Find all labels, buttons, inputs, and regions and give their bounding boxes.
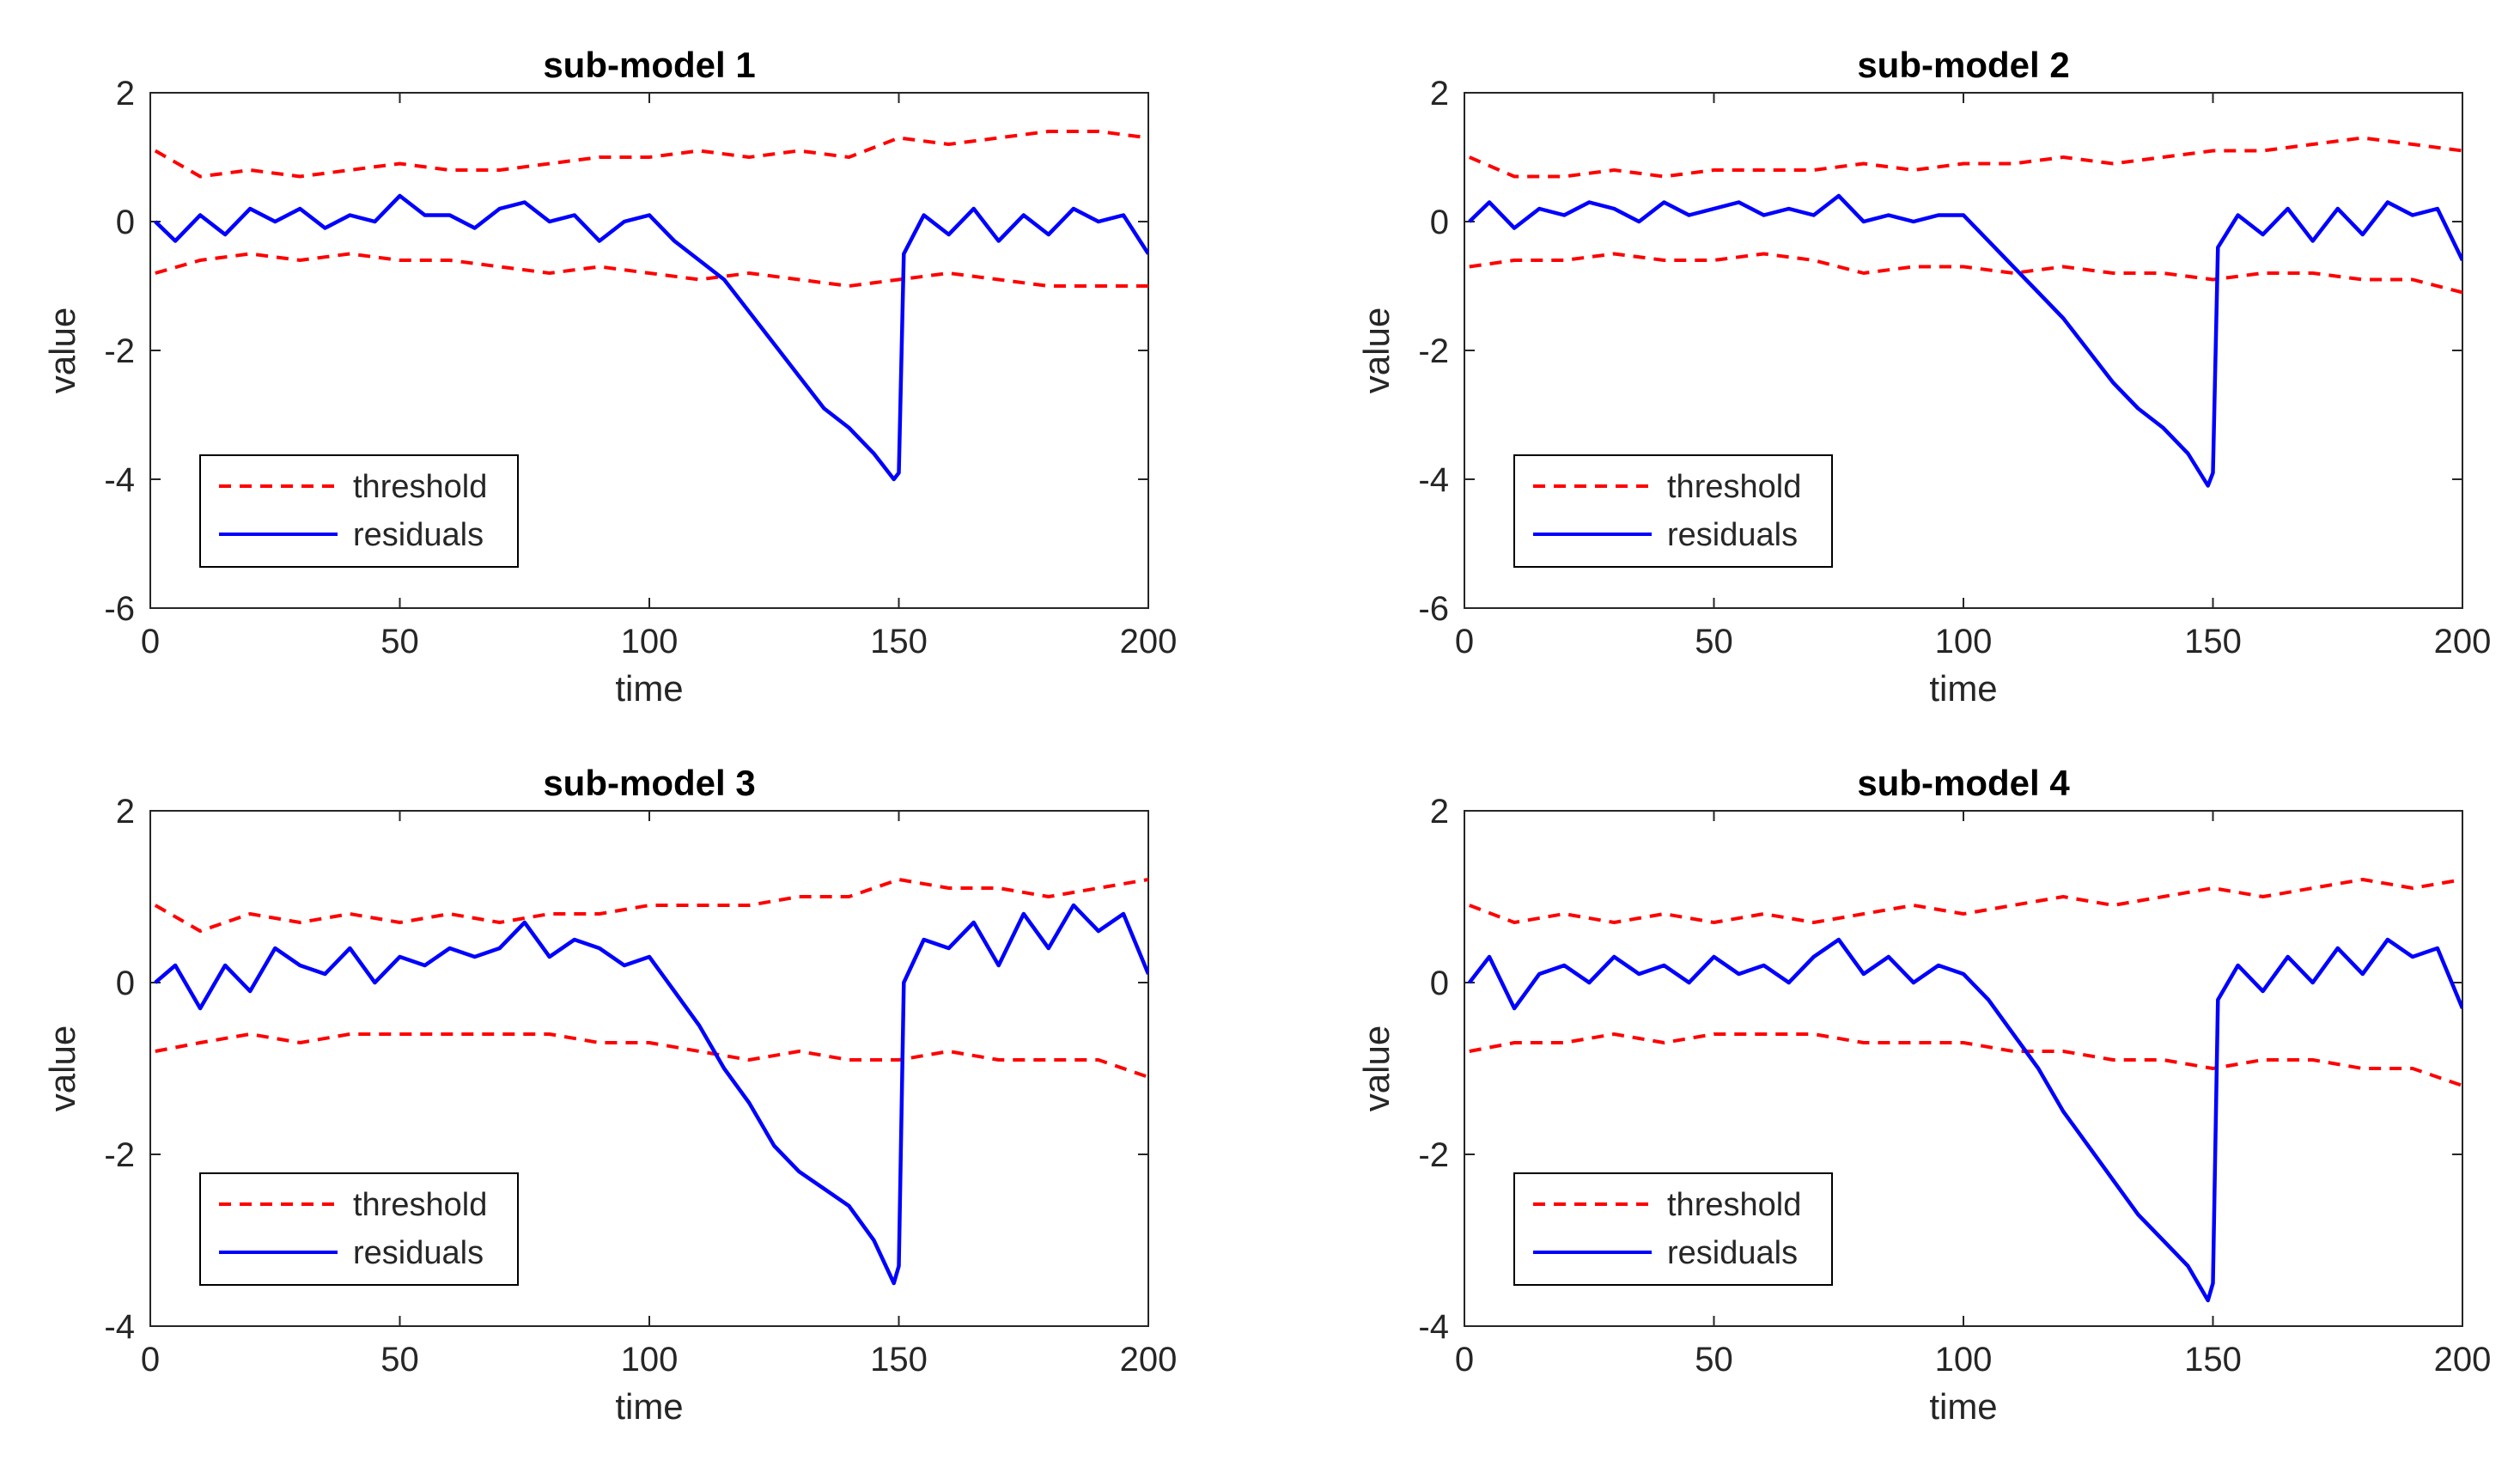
- y-tick-label: -4: [1418, 1308, 1449, 1346]
- x-tick-label: 200: [2434, 623, 2492, 660]
- y-tick-label: 2: [1430, 793, 1449, 831]
- residuals-legend-label: residuals: [353, 1235, 484, 1271]
- chart-title: sub-model 3: [543, 763, 755, 803]
- x-tick-label: 0: [141, 1341, 160, 1379]
- threshold-upper-line: [1469, 878, 2462, 924]
- threshold-lower-line: [155, 252, 1148, 288]
- threshold-upper-line: [1469, 136, 2462, 179]
- x-tick-label: 200: [1120, 1341, 1178, 1379]
- residuals-line: [1468, 193, 2462, 488]
- y-axis-label: value: [42, 307, 82, 393]
- y-axis-label: value: [1356, 307, 1397, 393]
- residuals-legend-label: residuals: [1667, 1235, 1798, 1271]
- y-tick-label: -4: [104, 461, 135, 499]
- y-tick-label: -2: [104, 1136, 135, 1174]
- residuals-legend-label: residuals: [1667, 517, 1798, 553]
- chart-title: sub-model 2: [1857, 45, 2069, 85]
- legend-box: [199, 1172, 519, 1286]
- y-tick-label: 2: [116, 75, 135, 113]
- residuals-line: [154, 193, 1148, 482]
- subplot-4: 0 50 100 150 200 -4 -2 0 2 sub-model 4 time value th…: [1356, 763, 2491, 1427]
- y-tick-label: -6: [1418, 590, 1449, 628]
- x-tick-label: 100: [621, 623, 679, 660]
- subplot-2: 0 50 100 150 200 -6 -4 -2 0 2 sub-model 2 time value…: [1356, 45, 2491, 709]
- legend: threshold residuals: [199, 1172, 519, 1286]
- y-tick-label: 2: [116, 793, 135, 831]
- residuals-legend-label: residuals: [353, 517, 484, 553]
- series-group: [1468, 136, 2462, 488]
- subplot-1: 0 50 100 150 200 -6 -4 -2 0 2 sub-model 1 time value…: [42, 45, 1177, 709]
- x-tick-label: 50: [380, 1341, 419, 1379]
- residuals-line: [154, 903, 1148, 1286]
- y-axis-label: value: [42, 1026, 82, 1111]
- legend: threshold residuals: [1513, 454, 1833, 568]
- x-tick-label: 0: [141, 623, 160, 660]
- series-group: [154, 130, 1148, 482]
- y-tick-label: -6: [104, 590, 135, 628]
- legend-box: [1513, 454, 1833, 568]
- legend-box: [1513, 1172, 1833, 1286]
- x-axis-label: time: [1929, 1386, 1997, 1427]
- y-tick-label: 2: [1430, 75, 1449, 113]
- threshold-lower-line: [1469, 252, 2462, 295]
- x-tick-label: 0: [1455, 1341, 1474, 1379]
- x-tick-label: 150: [2184, 623, 2242, 660]
- series-group: [154, 878, 1148, 1286]
- residuals-line: [1468, 937, 2462, 1303]
- x-tick-label: 100: [1935, 623, 1993, 660]
- chart-title: sub-model 1: [543, 45, 755, 85]
- legend: threshold residuals: [199, 454, 519, 568]
- y-tick-label: 0: [116, 965, 135, 1002]
- x-tick-label: 50: [1695, 623, 1733, 660]
- legend-box: [199, 454, 519, 568]
- chart-title: sub-model 4: [1857, 763, 2070, 803]
- y-tick-label: -4: [1418, 461, 1449, 499]
- subplot-3: 0 50 100 150 200 -4 -2 0 2 sub-model 3 time value th…: [42, 763, 1177, 1427]
- x-tick-label: 150: [870, 623, 928, 660]
- y-tick-label: -4: [104, 1308, 135, 1346]
- threshold-upper-line: [154, 130, 1148, 179]
- x-axis-label: time: [615, 1386, 683, 1427]
- x-axis-label: time: [615, 668, 683, 709]
- legend: threshold residuals: [1513, 1172, 1833, 1286]
- x-tick-label: 200: [1120, 623, 1178, 660]
- threshold-lower-line: [155, 1032, 1148, 1079]
- y-tick-label: -2: [104, 332, 135, 370]
- x-tick-label: 200: [2434, 1341, 2492, 1379]
- x-tick-label: 150: [870, 1341, 928, 1379]
- x-tick-label: 100: [621, 1341, 679, 1379]
- y-tick-label: 0: [116, 204, 135, 241]
- x-axis-label: time: [1929, 668, 1997, 709]
- series-group: [1468, 878, 2462, 1303]
- threshold-legend-label: threshold: [353, 1187, 487, 1223]
- threshold-legend-label: threshold: [353, 469, 487, 505]
- y-tick-label: -2: [1418, 332, 1449, 370]
- y-tick-label: 0: [1430, 204, 1449, 241]
- y-axis-label: value: [1356, 1026, 1397, 1111]
- y-tick-label: 0: [1430, 965, 1449, 1002]
- x-tick-label: 0: [1455, 623, 1474, 660]
- y-tick-label: -2: [1418, 1136, 1449, 1174]
- threshold-lower-line: [1469, 1032, 2462, 1087]
- x-tick-label: 150: [2184, 1341, 2242, 1379]
- x-tick-label: 50: [1695, 1341, 1733, 1379]
- threshold-legend-label: threshold: [1667, 1187, 1801, 1223]
- x-tick-label: 50: [380, 623, 419, 660]
- x-tick-label: 100: [1935, 1341, 1993, 1379]
- threshold-legend-label: threshold: [1667, 469, 1801, 505]
- threshold-upper-line: [154, 878, 1148, 933]
